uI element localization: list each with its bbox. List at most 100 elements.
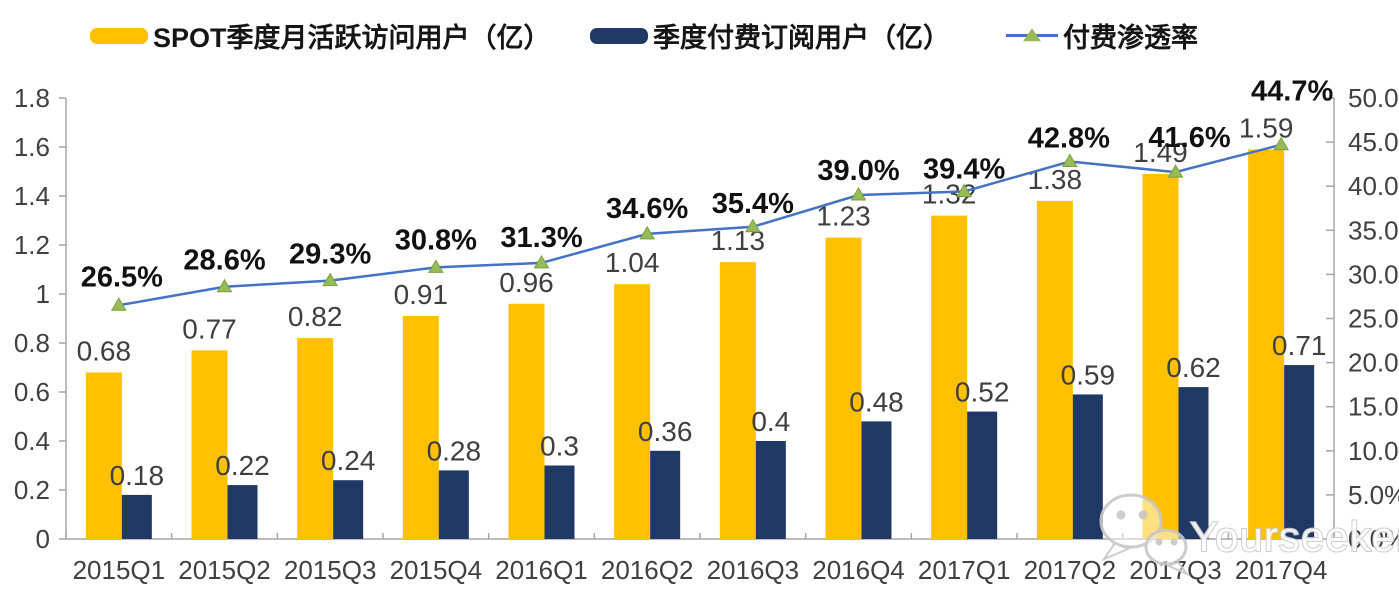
penetration-value-label: 26.5% <box>81 261 163 293</box>
subs-value-label: 0.62 <box>1166 352 1221 383</box>
right-axis-tick-label: 5.0% <box>1348 480 1399 510</box>
mau-bar <box>1248 149 1285 539</box>
triangle-marker-icon <box>1061 153 1078 168</box>
subs-value-label: 0.22 <box>215 450 270 481</box>
triangle-marker-icon <box>216 278 233 293</box>
penetration-value-label: 29.3% <box>289 239 371 271</box>
x-axis-label: 2017Q1 <box>918 555 1011 585</box>
right-axis-tick-label: 20.0% <box>1348 348 1399 378</box>
right-axis-tick-label: 10.0% <box>1348 436 1399 466</box>
subs-value-label: 0.36 <box>638 416 693 447</box>
mau-bar <box>931 215 968 539</box>
right-axis-tick-label: 35.0% <box>1348 215 1399 245</box>
mau-value-label: 0.77 <box>182 313 237 344</box>
right-axis-tick-label: 50.0% <box>1348 83 1399 113</box>
subs-value-label: 0.3 <box>540 431 579 462</box>
legend-item-subs: 季度付费订阅用户（亿） <box>590 16 950 55</box>
penetration-line-swatch <box>1006 27 1058 41</box>
left-axis-tick-label: 1 <box>36 279 50 309</box>
mau-value-label: 1.04 <box>605 247 660 278</box>
right-axis-tick-label: 0.0% <box>1348 524 1399 554</box>
mau-bar <box>402 316 439 539</box>
right-axis-tick-label: 15.0% <box>1348 392 1399 422</box>
triangle-marker-icon <box>639 225 656 240</box>
x-axis-label: 2016Q3 <box>707 555 800 585</box>
right-axis-tick-label: 40.0% <box>1348 171 1399 201</box>
x-axis-label: 2017Q2 <box>1024 555 1117 585</box>
watermark: Yourseeker <box>1099 493 1399 577</box>
subs-bar <box>1072 394 1103 539</box>
mau-value-label: 1.59 <box>1239 112 1294 143</box>
penetration-value-label: 39.0% <box>817 155 899 187</box>
wechat-icon <box>1170 538 1178 546</box>
mau-bar <box>614 284 651 539</box>
wechat-icon <box>1101 541 1131 562</box>
mau-bar <box>297 338 334 539</box>
triangle-marker-icon <box>110 297 127 311</box>
subs-bar <box>544 465 575 539</box>
mau-value-label: 0.91 <box>394 279 449 310</box>
triangle-marker-icon <box>744 218 761 233</box>
left-axis-tick-label: 0 <box>36 524 50 554</box>
mau-bar <box>191 350 228 539</box>
subs-bar <box>227 485 258 539</box>
wechat-icon <box>1155 538 1163 546</box>
subs-bar <box>861 421 892 539</box>
subs-bar <box>650 450 681 539</box>
subs-value-label: 0.48 <box>849 386 904 417</box>
wechat-icon <box>1116 510 1126 520</box>
mau-value-label: 0.68 <box>77 335 132 366</box>
penetration-value-label: 44.7% <box>1251 76 1333 108</box>
penetration-value-label: 30.8% <box>395 224 477 256</box>
legend-penetration-label: 付费渗透率 <box>1063 23 1198 53</box>
legend-mau-label: SPOT季度月活跃访问用户（亿） <box>153 23 551 53</box>
mau-bar <box>825 237 862 539</box>
subs-value-label: 0.52 <box>955 377 1010 408</box>
penetration-line <box>118 143 1282 307</box>
mau-value-label: 0.96 <box>499 267 554 298</box>
mau-bar <box>85 372 122 539</box>
triangle-marker-icon <box>1023 27 1041 41</box>
mau-value-label: 1.38 <box>1028 164 1083 195</box>
left-axis-tick-label: 0.2 <box>14 475 50 505</box>
subs-bar <box>1284 365 1315 539</box>
triangle-marker-icon <box>322 272 339 287</box>
x-axis-label: 2017Q4 <box>1235 555 1328 585</box>
left-axis-tick-label: 1.6 <box>14 132 50 162</box>
penetration-value-label: 31.3% <box>500 222 582 254</box>
subs-value-label: 0.24 <box>321 445 376 476</box>
left-axis-tick-label: 0.6 <box>14 377 50 407</box>
right-axis-tick-label: 30.0% <box>1348 259 1399 289</box>
mau-bar <box>1142 173 1179 539</box>
left-axis-tick-label: 1.2 <box>14 230 50 260</box>
wechat-icon <box>1144 528 1188 566</box>
left-axis-tick-label: 0.4 <box>14 426 50 456</box>
x-axis-label: 2016Q2 <box>601 555 694 585</box>
left-axis-tick-label: 1.8 <box>14 83 50 113</box>
penetration-value-label: 39.4% <box>923 153 1005 185</box>
chart-legend: SPOT季度月活跃访问用户（亿） 季度付费订阅用户（亿） 付费渗透率 <box>0 0 1399 60</box>
wechat-icon <box>1138 510 1148 520</box>
wechat-icon <box>1099 493 1163 549</box>
subs-bar <box>438 470 469 539</box>
x-axis-label: 2016Q1 <box>495 555 588 585</box>
right-axis-tick-label: 25.0% <box>1348 304 1399 334</box>
watermark-text: Yourseeker <box>1190 513 1399 560</box>
mau-bar <box>719 262 756 539</box>
subs-bar <box>1178 387 1209 539</box>
subs-value-label: 0.71 <box>1272 330 1327 361</box>
penetration-value-label: 41.6% <box>1148 122 1230 154</box>
x-axis-label: 2015Q3 <box>284 555 377 585</box>
subs-bar <box>121 494 152 539</box>
x-axis-label: 2015Q1 <box>73 555 166 585</box>
subs-value-label: 0.18 <box>110 460 165 491</box>
mau-swatch <box>90 27 148 44</box>
legend-item-mau: SPOT季度月活跃访问用户（亿） <box>90 16 551 55</box>
subs-bar <box>967 411 998 539</box>
penetration-value-label: 28.6% <box>183 245 265 277</box>
triangle-marker-icon <box>850 187 867 201</box>
triangle-marker-icon <box>1167 164 1184 178</box>
subs-bar <box>755 441 786 539</box>
